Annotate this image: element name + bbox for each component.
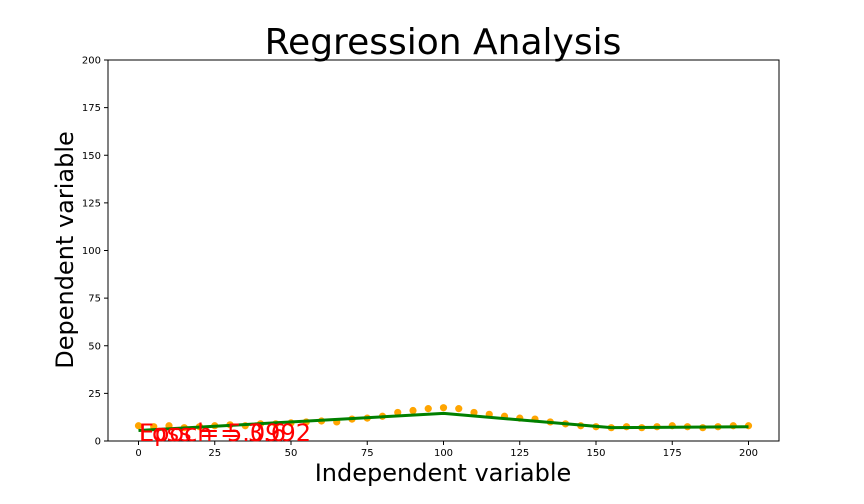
y-tick-label: 200 [82, 56, 101, 67]
scatter-point [455, 405, 463, 413]
epoch-annotation: Epoch = 3.6 [139, 419, 286, 447]
loss-annotation: Loss = 5.0992 [139, 419, 311, 447]
x-tick-label: 75 [361, 448, 374, 459]
x-tick-label: 125 [510, 448, 529, 459]
x-tick-label: 175 [663, 448, 682, 459]
plot-area: 0 25 50 75 100 125 150 175 200 0 25 50 75 100 125 150 17… [82, 56, 780, 459]
y-tick-label: 175 [82, 103, 101, 114]
y-tick-label: 100 [82, 246, 101, 257]
scatter-point [439, 404, 448, 412]
y-tick-label: 125 [82, 198, 101, 209]
scatter-point [134, 422, 143, 430]
x-tick-label: 150 [586, 448, 605, 459]
x-axis-label: Independent variable [315, 459, 572, 487]
y-tick-label: 75 [88, 294, 101, 305]
scatter-point [424, 405, 432, 413]
y-tick-label: 50 [88, 341, 101, 352]
scatter-point [470, 408, 478, 417]
chart-title: Regression Analysis [265, 22, 622, 63]
x-tick-label: 25 [208, 448, 221, 459]
scatter-point [409, 406, 417, 415]
x-tick-label: 50 [285, 448, 298, 459]
scatter-point [394, 408, 402, 417]
y-axis-label: Dependent variable [51, 131, 79, 369]
x-tick-label: 0 [135, 448, 141, 459]
y-tick-label: 150 [82, 151, 101, 162]
y-tick-label: 25 [88, 389, 101, 400]
x-tick-label: 100 [434, 448, 453, 459]
y-tick-label: 0 [95, 437, 101, 448]
x-tick-label: 200 [739, 448, 758, 459]
regression-line [138, 411, 749, 433]
